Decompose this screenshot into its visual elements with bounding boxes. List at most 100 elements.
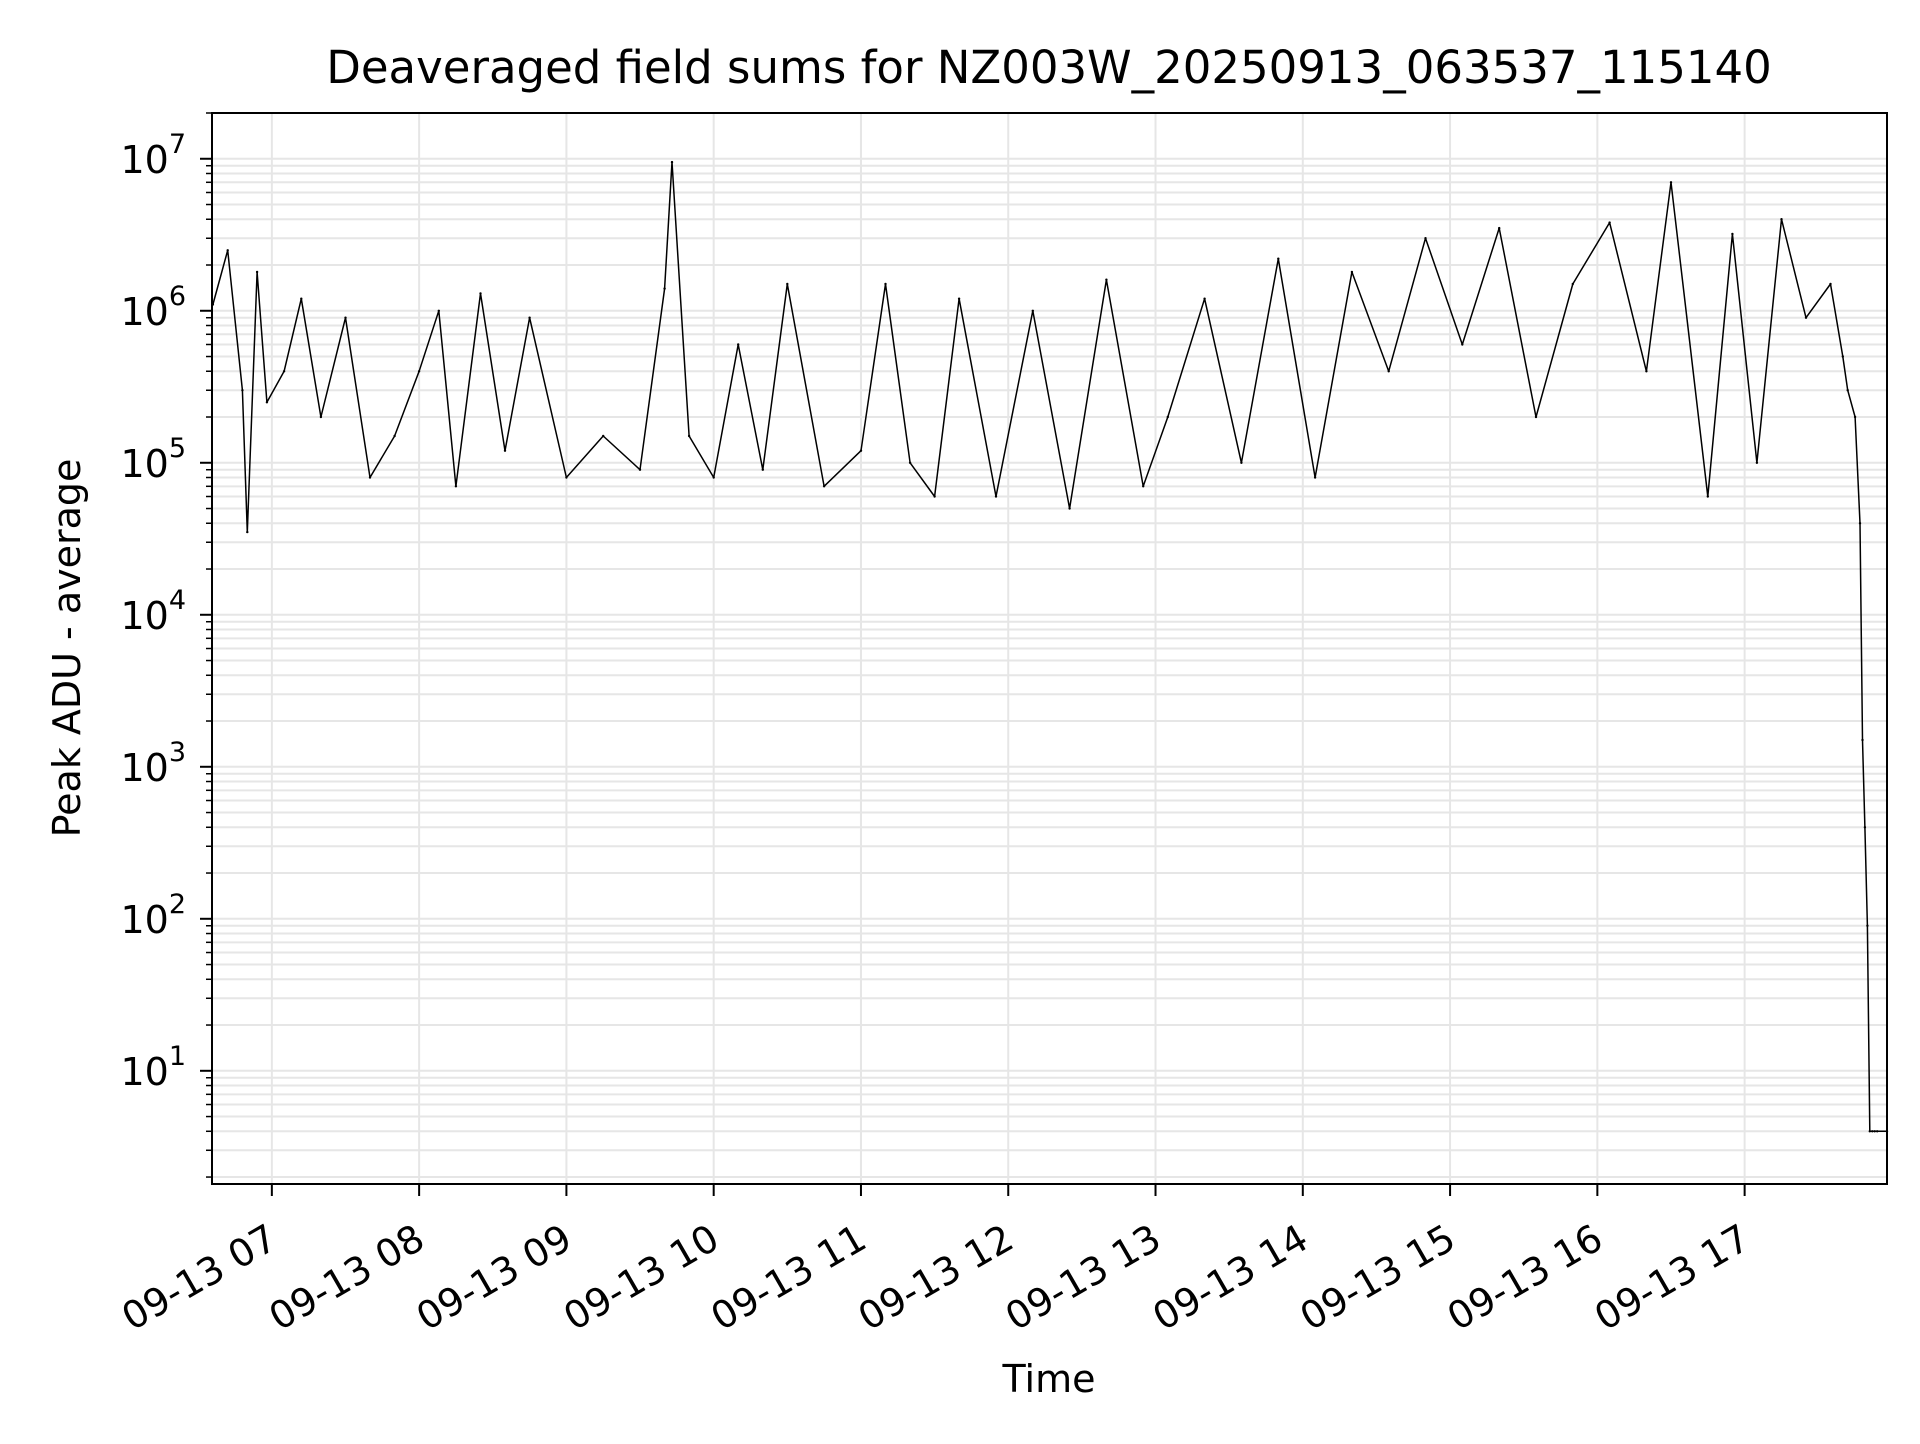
data-point — [300, 297, 303, 300]
data-point — [528, 316, 531, 319]
data-point — [1731, 232, 1734, 236]
y-tick-label: 107 — [120, 129, 186, 182]
data-point — [1645, 370, 1648, 373]
y-tick-label-base: 10 — [120, 290, 168, 334]
data-point — [368, 476, 372, 479]
data-point — [1866, 924, 1869, 927]
data-point — [1166, 415, 1170, 419]
y-tick-label-base: 10 — [120, 1050, 168, 1094]
y-tick-label-exponent: 4 — [169, 585, 186, 616]
data-point — [761, 468, 764, 471]
data-point — [908, 461, 912, 464]
data-point — [737, 343, 740, 346]
data-point — [1387, 370, 1390, 373]
data-point — [1868, 1130, 1872, 1133]
series-layer — [211, 160, 1889, 1133]
data-point — [1780, 218, 1783, 221]
data-point — [226, 249, 229, 252]
x-axis-label: Time — [1002, 1357, 1096, 1401]
data-point — [1755, 461, 1759, 464]
data-point — [1861, 738, 1864, 742]
grid-minor — [212, 112, 1887, 1179]
data-point — [393, 434, 396, 438]
data-point — [1871, 1130, 1874, 1133]
data-point — [859, 449, 863, 452]
data-point — [822, 485, 826, 488]
data-point — [1571, 282, 1575, 286]
data-point — [1846, 389, 1849, 392]
data-point — [1853, 415, 1857, 419]
data-point — [1350, 270, 1354, 274]
grid-major — [212, 113, 1887, 1184]
data-point — [712, 476, 715, 479]
data-point — [1031, 309, 1035, 312]
data-point — [1142, 485, 1145, 488]
y-tick-label: 103 — [120, 737, 186, 790]
y-tick-label: 105 — [120, 433, 186, 486]
data-point — [479, 292, 482, 295]
y-tick-label-base: 10 — [120, 442, 168, 486]
y-tick-label-base: 10 — [120, 898, 168, 942]
data-point — [1706, 495, 1710, 498]
data-point — [602, 434, 605, 438]
data-point — [1424, 237, 1427, 240]
data-point — [319, 415, 323, 419]
y-tick-label-exponent: 2 — [169, 889, 186, 920]
y-tick-label-exponent: 7 — [169, 129, 186, 160]
data-point — [1068, 507, 1071, 510]
data-point — [687, 434, 691, 438]
series-line — [212, 161, 1887, 1133]
y-axis-label: Peak ADU - average — [45, 459, 89, 838]
data-point — [246, 530, 249, 534]
data-point — [1863, 826, 1867, 829]
data-point — [454, 485, 458, 488]
data-point — [1873, 1130, 1876, 1133]
y-tick-label-exponent: 5 — [169, 433, 186, 464]
data-point — [1277, 257, 1280, 260]
data-point — [1876, 1130, 1879, 1133]
chart-title: Deaveraged field sums for NZ003W_2025091… — [326, 41, 1772, 94]
y-tick-label-base: 10 — [120, 138, 168, 182]
data-point — [1203, 297, 1206, 300]
y-tick-label-exponent: 3 — [169, 737, 186, 768]
y-tick-label: 106 — [120, 281, 186, 334]
data-point — [638, 468, 642, 471]
y-tick-label: 101 — [120, 1041, 186, 1094]
data-point — [994, 495, 998, 498]
y-tick-label-base: 10 — [120, 746, 168, 790]
data-point — [1841, 355, 1845, 358]
y-tick-label-exponent: 1 — [169, 1041, 186, 1072]
data-point — [437, 309, 440, 312]
data-point — [344, 316, 347, 319]
data-point — [1804, 316, 1808, 319]
y-tick-label: 102 — [120, 889, 186, 942]
data-point — [933, 495, 936, 498]
data-point — [255, 270, 259, 274]
data-point — [1858, 522, 1862, 525]
data-point — [1829, 282, 1832, 286]
data-point — [565, 476, 568, 479]
data-point — [241, 389, 244, 392]
data-point — [417, 370, 421, 373]
data-point — [1498, 226, 1501, 230]
data-point — [265, 401, 269, 404]
y-tick-label: 104 — [120, 585, 186, 638]
data-point — [1313, 476, 1317, 479]
data-point — [1240, 461, 1243, 464]
data-point — [957, 297, 961, 300]
data-point — [1534, 415, 1538, 419]
data-point — [1105, 278, 1108, 281]
y-tick-label-base: 10 — [120, 594, 168, 638]
y-tick-label-exponent: 6 — [169, 281, 186, 312]
data-point — [786, 282, 789, 286]
data-point — [282, 370, 286, 373]
data-point — [670, 160, 674, 164]
data-point — [884, 282, 887, 286]
data-point — [503, 449, 507, 452]
data-point — [1461, 343, 1464, 346]
data-point — [1608, 221, 1611, 224]
